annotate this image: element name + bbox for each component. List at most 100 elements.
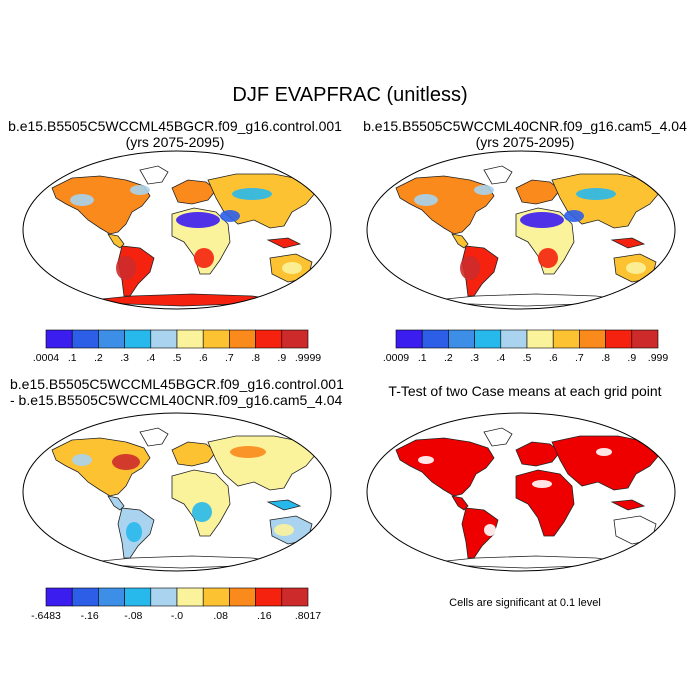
panel-title-ttest-line1: T-Test of two Case means at each grid po…	[388, 383, 662, 399]
significance-note: Cells are significant at 0.1 level	[449, 597, 601, 609]
figure-title: DJF EVAPFRAC (unitless)	[232, 84, 468, 106]
cbar-case2-label-10: .999	[648, 352, 669, 364]
diff-patch-3	[126, 522, 142, 542]
case1-map-border	[22, 150, 332, 310]
ttest-greenland	[483, 427, 513, 447]
panel-title-case2-line1: b.e15.B5505C5WCCML40CNR.f09_g16.cam5_4.0…	[363, 118, 687, 134]
case1-europe	[171, 179, 217, 205]
cbar-case2-swatch-5	[526, 329, 554, 349]
case2-land-layer	[395, 165, 661, 307]
cbar-case1-label-4: .4	[146, 352, 155, 364]
case2-greenland	[483, 165, 513, 185]
diff-indonesia	[266, 499, 302, 511]
cbar-case2-swatch-9	[631, 329, 659, 349]
cbar-case2-swatch-6	[552, 329, 580, 349]
ttest-patch-0	[418, 456, 434, 464]
cbar-diff-label-5: .16	[257, 610, 272, 622]
cbar-case1-label-6: .6	[199, 352, 208, 364]
case2-indonesia	[610, 237, 646, 249]
case2-patch-1	[564, 210, 584, 222]
panel-title-case2: b.e15.B5505C5WCCML40CNR.f09_g16.cam5_4.0…	[350, 118, 700, 150]
diff-map-border	[22, 412, 332, 572]
ttest-land-layer	[395, 427, 661, 569]
case2-patch-2	[460, 256, 480, 280]
case1-central-america	[107, 233, 125, 249]
diff-patch-1	[230, 446, 266, 458]
ttest-asia	[551, 435, 661, 491]
diff-patch-2	[192, 502, 212, 522]
diff-patch-0	[112, 454, 140, 470]
cbar-case2-label-1: .1	[418, 352, 427, 364]
diff-patch-5	[274, 524, 294, 536]
diff-central-america	[107, 495, 125, 511]
panel-title-diff-line1: b.e15.B5505C5WCCML45BGCR.f09_g16.control…	[10, 376, 344, 392]
case2-patch-0	[520, 212, 564, 228]
diff-patch-4	[72, 454, 92, 466]
diff-europe	[171, 441, 217, 467]
cbar-case2-label-3: .3	[470, 352, 479, 364]
panel-title-case2-line2: (yrs 2075-2095)	[475, 134, 575, 150]
cbar-case1-label-7: .7	[225, 352, 234, 364]
panel-title-case1: b.e15.B5505C5WCCML45BGCR.f09_g16.control…	[0, 118, 350, 150]
cbar-diff-swatch-4	[150, 587, 178, 607]
cbar-case2-label-0: .0009	[383, 352, 409, 364]
cbar-case1-label-0: .0004	[33, 352, 59, 364]
diff-greenland	[139, 427, 169, 447]
cbar-case2-swatch-4	[500, 329, 528, 349]
case2-patch-4	[414, 194, 438, 206]
cbar-case2-label-6: .6	[549, 352, 558, 364]
case1-patch-4	[70, 194, 94, 206]
cbar-case2-swatch-3	[474, 329, 502, 349]
diff-north-america	[51, 437, 151, 497]
panel-title-case1-line2: (yrs 2075-2095)	[125, 134, 225, 150]
ttest-australia	[613, 515, 657, 545]
map-ttest	[366, 412, 676, 572]
colorbar-case1: .0004 .1 .2 .3 .4 .5 .6 .7 .8 .9 .9999	[33, 329, 321, 364]
map-diff	[22, 412, 332, 572]
ttest-map-border	[366, 412, 676, 572]
case2-north-america	[395, 175, 495, 235]
case1-patch-2	[116, 256, 136, 280]
case2-patch-5	[576, 188, 616, 200]
cbar-case2-label-8: .8	[601, 352, 610, 364]
ttest-indonesia	[610, 499, 646, 511]
ttest-europe	[515, 441, 561, 467]
case1-patch-0	[176, 212, 220, 228]
cbar-diff-swatch-2	[98, 587, 125, 607]
cbar-diff-label-2: -.08	[124, 610, 142, 622]
colorbar-diff: -.6483 -.16 -.08 -.0 .08 .16 .8017	[31, 587, 321, 622]
cbar-case1-swatch-1	[71, 329, 99, 349]
map-case1	[22, 150, 332, 310]
cbar-case1-swatch-8	[255, 329, 283, 349]
case1-indonesia	[266, 237, 302, 249]
cbar-case2-label-5: .5	[523, 352, 532, 364]
cbar-case2-swatch-2	[448, 329, 475, 349]
cbar-case1-label-2: .2	[94, 352, 103, 364]
cbar-case1-swatch-3	[124, 329, 152, 349]
cbar-diff-swatch-8	[255, 587, 283, 607]
cbar-case1-swatch-7	[229, 329, 256, 349]
case2-europe	[515, 179, 561, 205]
ttest-africa	[515, 469, 575, 537]
cbar-diff-swatch-5	[176, 587, 204, 607]
ttest-patch-2	[596, 448, 612, 456]
cbar-case1-label-5: .5	[173, 352, 182, 364]
diff-land-layer	[51, 427, 317, 569]
case2-patch-6	[626, 262, 646, 274]
cbar-diff-swatch-0	[45, 587, 73, 607]
cbar-case2-label-2: .2	[444, 352, 453, 364]
case1-patch-1	[220, 210, 240, 222]
cbar-diff-label-3: -.0	[171, 610, 183, 622]
cbar-case1-swatch-4	[150, 329, 178, 349]
cbar-diff-swatch-9	[281, 587, 309, 607]
case1-greenland	[139, 165, 169, 185]
cbar-diff-swatch-3	[124, 587, 152, 607]
cbar-case1-label-3: .3	[120, 352, 129, 364]
case1-patch-7	[130, 185, 150, 195]
cbar-case2-label-9: .9	[627, 352, 636, 364]
cbar-case2-swatch-8	[605, 329, 633, 349]
ttest-south-america	[461, 507, 499, 559]
cbar-case1-swatch-6	[202, 329, 230, 349]
ttest-patch-3	[484, 524, 496, 536]
case1-patch-3	[194, 248, 214, 268]
